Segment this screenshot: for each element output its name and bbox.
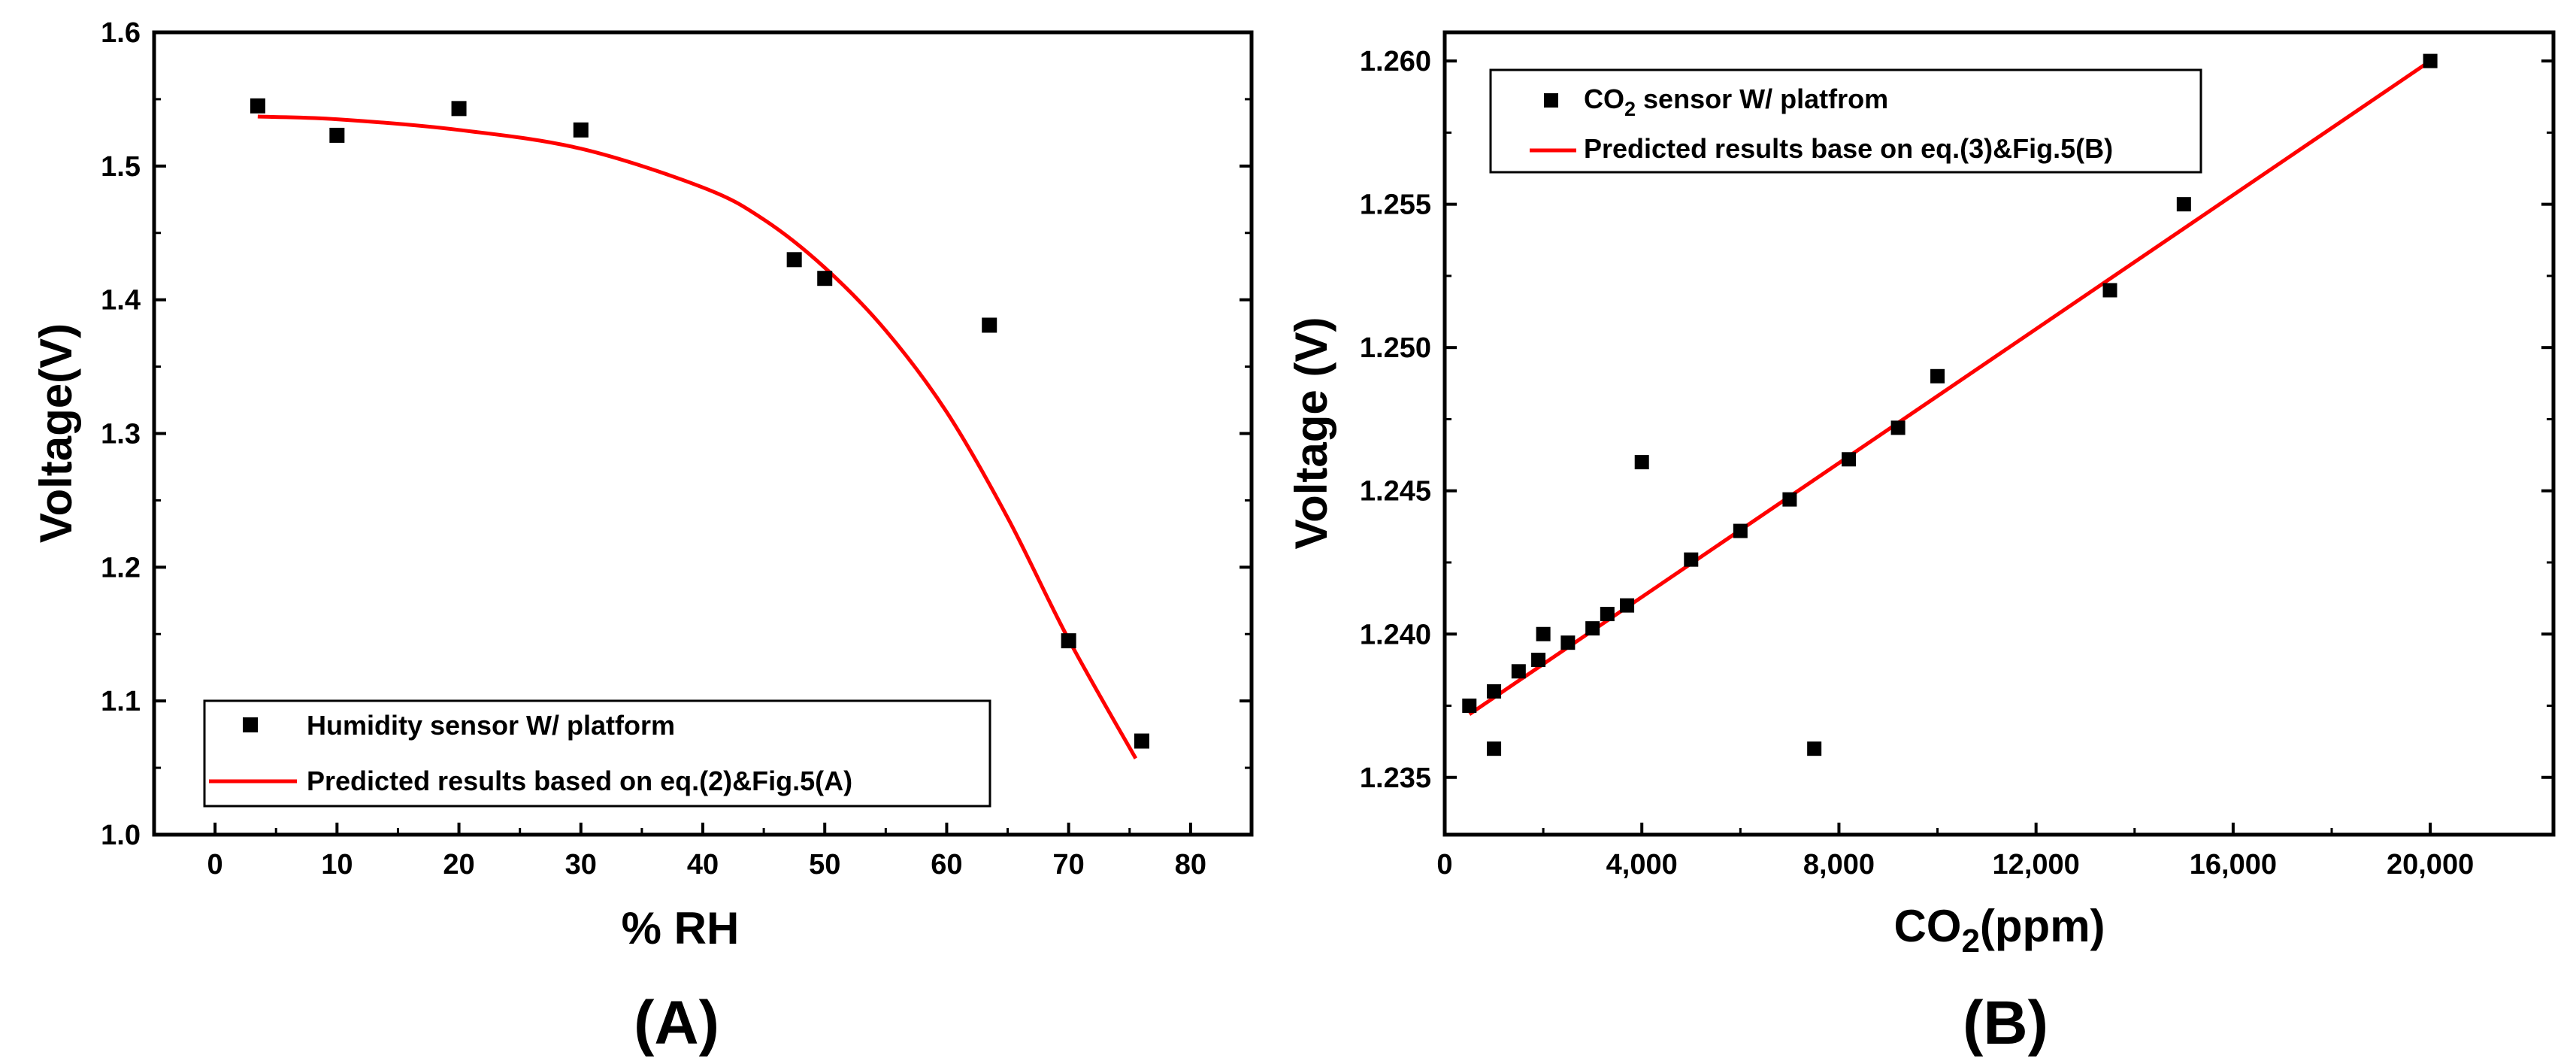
chart-a-panel-label: (A) — [634, 989, 719, 1057]
x-tick-label: 8,000 — [1803, 849, 1875, 881]
y-tick-label: 1.5 — [101, 151, 141, 183]
chart-b-legend-label-2: Predicted results base on eq.(3)&Fig.5(B… — [1584, 133, 2113, 164]
chart-a-data-series — [250, 98, 1149, 749]
data-point — [817, 271, 833, 286]
chart-b-x-ticks: 0 4,000 8,000 12,000 16,000 20,000 — [1436, 823, 2474, 881]
chart-b-legend-box — [1489, 68, 2202, 174]
data-point — [1511, 664, 1526, 679]
data-point — [1782, 492, 1797, 507]
data-point — [1585, 621, 1600, 636]
y-tick-label: 1.3 — [101, 419, 141, 450]
data-point — [1531, 653, 1546, 668]
x-tick-label: 30 — [565, 849, 597, 881]
x-tick-label: 70 — [1053, 849, 1085, 881]
y-tick-label: 1.240 — [1360, 619, 1431, 650]
chart-a-y-axis-title: Voltage(V) — [31, 323, 81, 543]
data-point — [1842, 452, 1857, 467]
data-point — [1560, 635, 1576, 650]
data-point — [786, 252, 802, 268]
chart-b-y-ticks: 1.235 1.240 1.245 1.250 1.255 1.260 — [1360, 46, 2553, 794]
y-tick-label: 1.4 — [101, 285, 141, 317]
x-tick-label: 80 — [1175, 849, 1206, 881]
chart-b-panel-label: (B) — [1963, 989, 2048, 1057]
chart-a-x-axis-title: % RH — [622, 903, 740, 953]
data-point — [1890, 420, 1906, 435]
data-point — [1807, 741, 1822, 756]
data-point — [573, 122, 589, 138]
chart-a-legend-label-2: Predicted results based on eq.(2)&Fig.5(… — [307, 765, 852, 796]
chart-b-legend-marker-square — [1544, 93, 1558, 108]
data-point — [1487, 684, 1502, 699]
data-point — [1134, 733, 1149, 749]
data-point — [250, 98, 265, 114]
y-tick-label: 1.245 — [1360, 476, 1431, 508]
y-tick-label: 1.260 — [1360, 46, 1431, 77]
data-point — [2176, 197, 2191, 212]
data-point — [1600, 607, 1615, 622]
x-tick-label: 10 — [321, 849, 353, 881]
chart-b-x-axis-title: CO2(ppm) — [1893, 901, 2105, 959]
x-tick-label: 60 — [931, 849, 962, 881]
chart-a: 0 10 20 30 40 50 60 70 80 1.01.11.21.31.41.51.6 … — [31, 17, 1254, 1057]
x-tick-label: 0 — [1436, 849, 1452, 881]
data-point — [2423, 53, 2438, 68]
x-tick-label: 4,000 — [1606, 849, 1678, 881]
chart-b: 0 4,000 8,000 12,000 16,000 20,000 1.235 1.240… — [1286, 30, 2556, 1057]
data-point — [1620, 598, 1635, 613]
x-tick-label: 12,000 — [1993, 849, 2080, 881]
predicted-line — [257, 114, 1138, 759]
chart-a-legend-marker-square — [243, 717, 258, 732]
data-point — [1634, 455, 1649, 470]
data-point — [1684, 552, 1699, 567]
chart-b-legend: CO2 sensor W/ platfrom Predicted results… — [1489, 68, 2202, 174]
chart-b-plot-frame — [1442, 30, 2556, 837]
data-point — [1487, 741, 1502, 756]
chart-b-legend-label-1: CO2 sensor W/ platfrom — [1584, 83, 1888, 120]
data-point — [1462, 699, 1477, 714]
x-tick-label: 0 — [207, 849, 223, 881]
data-point — [1536, 626, 1551, 641]
data-point — [1733, 523, 1748, 538]
data-point — [2102, 283, 2117, 298]
data-point — [451, 101, 467, 117]
chart-a-legend: Humidity sensor W/ platform Predicted re… — [203, 699, 991, 808]
x-tick-label: 20 — [443, 849, 474, 881]
data-point — [982, 317, 997, 333]
y-tick-label: 1.235 — [1360, 762, 1431, 794]
y-tick-label: 1.250 — [1360, 332, 1431, 364]
y-tick-label: 1.255 — [1360, 189, 1431, 221]
chart-a-fit-series — [257, 114, 1138, 759]
chart-a-legend-label-1: Humidity sensor W/ platform — [307, 710, 675, 741]
chart-a-legend-box — [203, 699, 991, 808]
x-tick-label: 20,000 — [2387, 849, 2474, 881]
y-tick-label: 1.0 — [101, 820, 141, 851]
y-tick-label: 1.1 — [101, 686, 141, 717]
chart-a-x-ticks: 0 10 20 30 40 50 60 70 80 — [207, 823, 1206, 881]
chart-a-y-ticks: 1.0 1.1 1.2 1.3 1.4 1.5 1.6 — [101, 17, 1252, 851]
data-point — [1061, 633, 1076, 649]
y-tick-label: 1.6 — [101, 17, 141, 49]
data-point — [329, 127, 345, 143]
x-tick-label: 50 — [809, 849, 840, 881]
data-point — [1930, 368, 1945, 383]
x-tick-label: 40 — [687, 849, 719, 881]
chart-b-y-axis-title: Voltage (V) — [1286, 317, 1336, 550]
x-tick-label: 16,000 — [2190, 849, 2277, 881]
chart-b-data-series — [1462, 53, 2438, 756]
y-tick-label: 1.2 — [101, 552, 141, 584]
